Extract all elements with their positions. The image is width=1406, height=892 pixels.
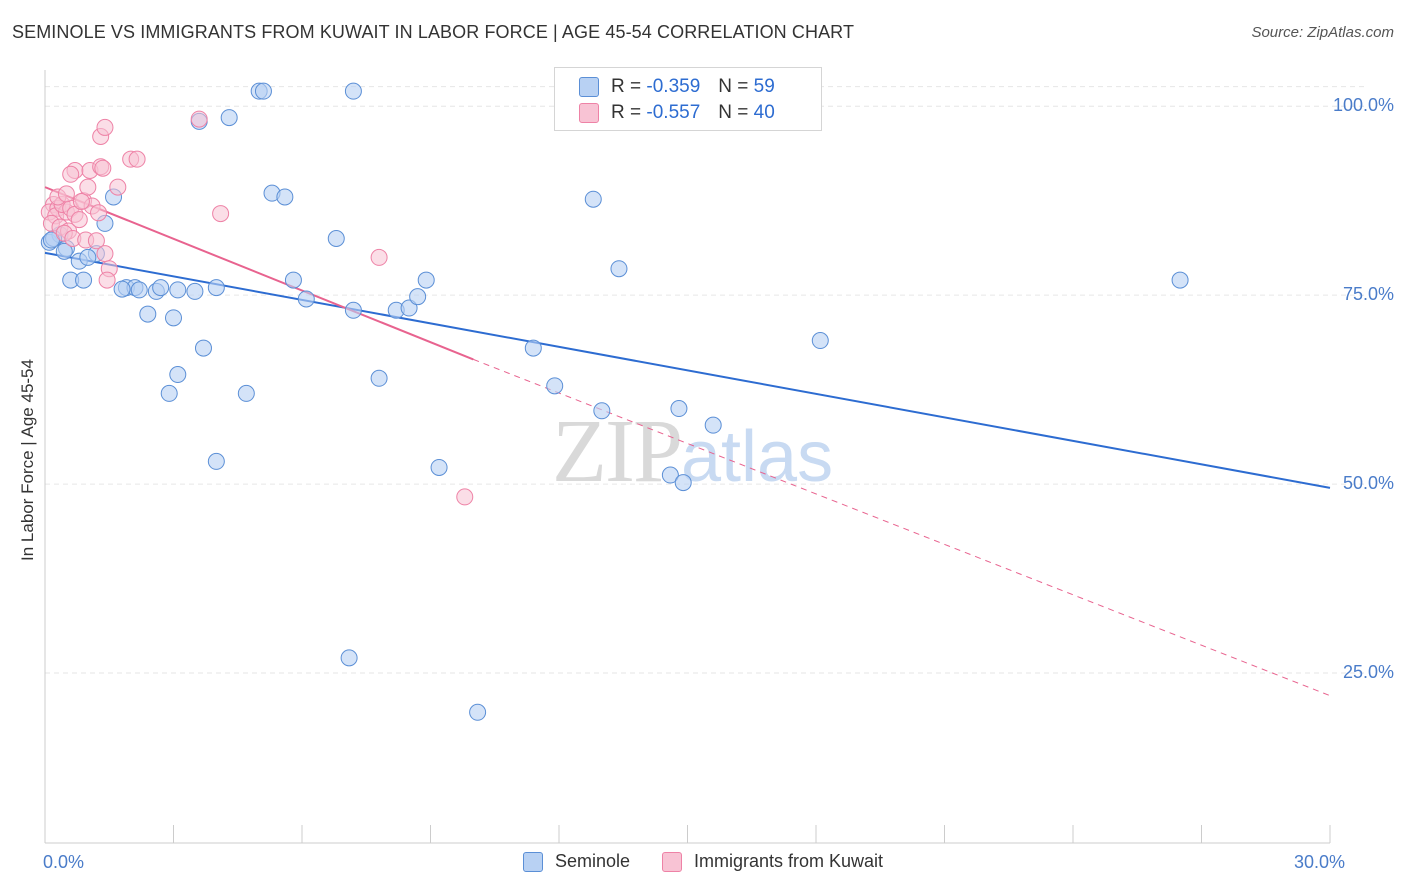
seminole-point	[284, 271, 302, 289]
kuwait-swatch	[662, 851, 682, 872]
seminole-point	[152, 279, 170, 297]
seminole-point	[169, 281, 187, 299]
legend-row-kuwait: R = -0.557 N = 40	[579, 101, 775, 125]
seminole-point	[417, 271, 435, 289]
kuwait-point	[190, 110, 208, 128]
seminole-point	[297, 290, 315, 308]
kuwait-point	[96, 118, 114, 136]
seminole-point	[610, 260, 628, 278]
seminole-point	[75, 271, 93, 289]
seminole-point	[344, 82, 362, 100]
kuwait-point	[72, 192, 90, 210]
y-tick-label: 25.0%	[1342, 661, 1394, 682]
kuwait-point	[90, 204, 108, 222]
x-tick-label: 0.0%	[43, 852, 85, 872]
seminole-point	[1171, 271, 1189, 289]
data-points	[40, 82, 1189, 721]
r-label: R =	[611, 76, 642, 97]
r-value: -0.557	[646, 102, 701, 123]
seminole-point	[254, 82, 272, 100]
r-value: -0.359	[646, 76, 701, 97]
seminole-point	[584, 190, 602, 208]
seminole-point	[670, 400, 688, 418]
seminole-point	[113, 280, 131, 298]
seminole-point	[130, 281, 148, 299]
kuwait-point	[57, 185, 75, 203]
seminole-point	[79, 248, 97, 266]
n-label: N =	[718, 102, 749, 123]
n-label: N =	[718, 76, 749, 97]
seminole-point	[704, 416, 722, 434]
seminole-point	[165, 309, 182, 327]
trend-lines	[44, 186, 1331, 697]
y-tick-label: 75.0%	[1342, 284, 1394, 305]
y-axis-title: In Labor Force | Age 45-54	[18, 359, 37, 561]
seminole-swatch	[579, 77, 599, 97]
seminole-point	[186, 282, 204, 300]
kuwait-trend-line	[44, 186, 474, 361]
seminole-point	[340, 649, 358, 667]
seminole-swatch	[522, 851, 543, 872]
legend-label: Immigrants from Kuwait	[694, 851, 884, 871]
kuwait-point	[87, 232, 105, 250]
legend-item-kuwait[interactable]: Immigrants from Kuwait	[662, 851, 883, 872]
seminole-point	[276, 188, 294, 206]
kuwait-point	[109, 178, 127, 196]
kuwait-point	[70, 211, 88, 229]
seminole-point	[237, 384, 255, 402]
seminole-point	[400, 299, 418, 317]
correlation-legend: R = -0.359 N = 59 R = -0.557 N = 40	[554, 67, 822, 131]
seminole-point	[546, 377, 564, 395]
kuwait-point	[96, 245, 114, 263]
kuwait-point	[456, 488, 474, 506]
seminole-point	[207, 279, 225, 297]
seminole-point	[661, 466, 679, 484]
n-value: 59	[753, 76, 775, 97]
seminole-point	[139, 305, 157, 323]
axes	[44, 70, 1331, 844]
kuwait-point	[212, 205, 230, 223]
x-tick-label: 30.0%	[1294, 852, 1346, 872]
r-label: R =	[611, 102, 642, 123]
seminole-point	[194, 339, 212, 357]
seminole-point	[430, 458, 448, 476]
kuwait-point	[94, 159, 112, 177]
kuwait-point	[128, 150, 146, 168]
seminole-point	[524, 339, 542, 357]
series-legend: Seminole Immigrants from Kuwait	[0, 851, 1406, 872]
legend-label: Seminole	[554, 851, 630, 871]
n-value: 40	[753, 102, 775, 123]
kuwait-point	[79, 178, 97, 196]
legend-item-seminole[interactable]: Seminole	[522, 851, 630, 872]
seminole-point	[327, 230, 345, 248]
seminole-point	[220, 109, 238, 127]
seminole-point	[409, 288, 427, 306]
kuwait-swatch	[579, 103, 599, 123]
source-credit: Source: ZipAtlas.com	[1251, 24, 1394, 41]
gridlines	[45, 86, 1365, 674]
seminole-point	[169, 366, 187, 384]
seminole-point	[55, 242, 73, 260]
seminole-point	[370, 369, 388, 387]
kuwait-point	[370, 248, 388, 266]
seminole-point	[593, 402, 611, 420]
seminole-point	[344, 301, 362, 319]
legend-row-seminole: R = -0.359 N = 59	[579, 75, 775, 99]
seminole-point	[674, 474, 692, 492]
seminole-trend-line	[44, 251, 1331, 489]
seminole-point	[207, 452, 225, 470]
kuwait-point	[98, 271, 116, 289]
chart-title: SEMINOLE VS IMMIGRANTS FROM KUWAIT IN LA…	[12, 22, 855, 42]
seminole-point	[160, 384, 178, 402]
y-tick-label: 100.0%	[1332, 95, 1394, 116]
kuwait-point	[62, 165, 80, 183]
seminole-point	[469, 703, 487, 721]
y-tick-label: 50.0%	[1342, 473, 1394, 494]
seminole-point	[811, 332, 829, 350]
